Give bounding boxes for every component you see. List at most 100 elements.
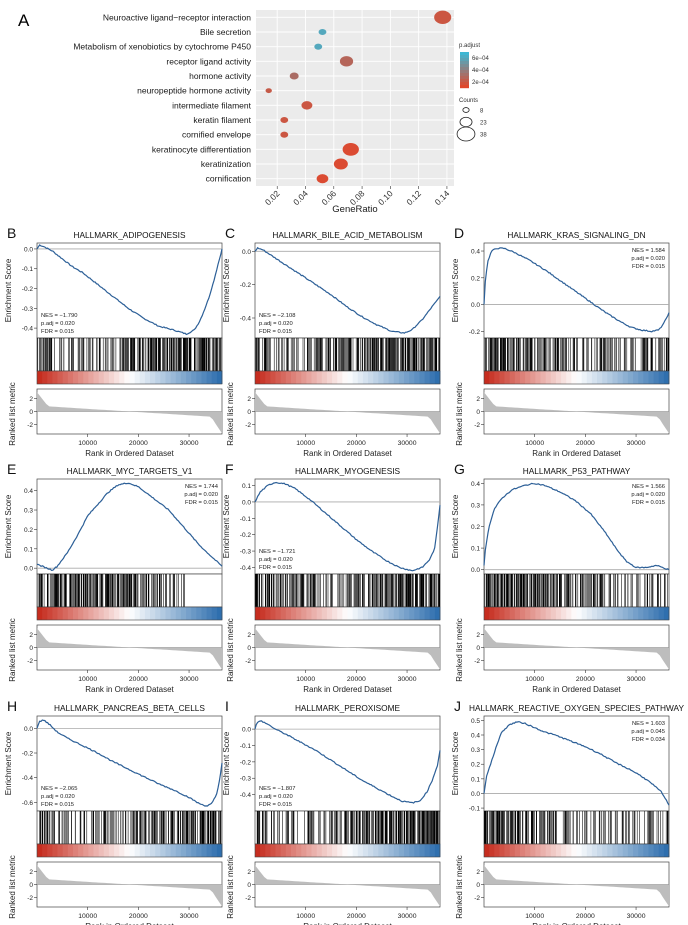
rank-color-bar [378, 371, 384, 384]
rank-color-bar [494, 844, 500, 857]
term-label: neuropeptide hormone activity [137, 86, 252, 96]
rank-color-bar [535, 607, 541, 620]
rank-color-bar [638, 607, 644, 620]
es-curve [254, 720, 441, 804]
rank-color-bar [332, 371, 338, 384]
gsea-panel-f: F HALLMARK_MYOGENESIS 0.1 0.0 -0.1 -0.2 -0.3 -0… [222, 461, 441, 694]
size-legend-circle [456, 126, 476, 142]
rank-bar-frame [254, 843, 441, 858]
metric-tick-label: -2 [245, 658, 251, 665]
rank-color-bar [404, 371, 410, 384]
rank-color-bar [561, 371, 567, 384]
rank-color-bar [347, 844, 354, 857]
rank-color-bar [414, 607, 420, 620]
x-axis-label: Rank in Ordered Dataset [532, 922, 621, 925]
x-tick-label: 10000 [78, 676, 97, 683]
es-tick-label: 0.3 [471, 502, 480, 509]
es-tick-label: -0.2 [240, 282, 252, 289]
rank-color-bar [170, 607, 177, 620]
rank-color-bar [414, 844, 420, 857]
rank-color-bar [150, 371, 156, 384]
rank-color-bar [337, 844, 343, 857]
term-label: Bile secretion [200, 27, 251, 37]
rank-color-bar [555, 371, 562, 384]
dot-point [333, 158, 348, 170]
rank-color-bar [83, 371, 89, 384]
metric-tick-label: 2 [247, 632, 251, 639]
rank-color-bar [434, 371, 441, 384]
rank-color-bar [306, 844, 312, 857]
rank-color-bar [42, 371, 48, 384]
stats-line: FDR = 0.015 [632, 500, 665, 506]
panel-title: HALLMARK_MYC_TARGETS_V1 [67, 466, 193, 476]
dot-point [342, 142, 359, 156]
metric-tick-label: 2 [247, 396, 251, 403]
es-axis-label: Enrichment Score [451, 258, 460, 322]
rank-color-bar [139, 844, 146, 857]
color-legend-swatch [460, 55, 469, 59]
rank-color-bar [571, 371, 577, 384]
size-legend-label: 23 [480, 121, 487, 127]
term-label: keratinocyte differentiation [152, 144, 251, 154]
rank-color-bar [388, 607, 395, 620]
rank-color-bar [373, 371, 379, 384]
es-tick-label: 0.0 [24, 246, 33, 253]
es-tick-label: 0.0 [242, 249, 251, 256]
x-tick-label: 30000 [627, 913, 646, 920]
rank-color-bar [398, 607, 405, 620]
rank-color-bar [196, 844, 202, 857]
metric-tick-label: -2 [474, 658, 480, 665]
metric-tick-label: 2 [29, 869, 33, 876]
es-tick-label: -0.3 [240, 549, 252, 556]
rank-color-bar [617, 607, 624, 620]
es-frame [254, 715, 441, 812]
rank-color-bar [52, 844, 58, 857]
rank-color-bar [316, 844, 323, 857]
metric-tick-label: 0 [29, 882, 33, 889]
tick-label-x: 0.12 [404, 188, 423, 207]
rank-color-bar [419, 844, 425, 857]
metric-tick-label: 0 [247, 409, 251, 416]
term-label: keratin filament [193, 115, 251, 125]
stats-line: NES = −2.108 [259, 313, 295, 319]
rank-color-bar [561, 844, 567, 857]
rank-color-bar [211, 844, 218, 857]
es-curve [36, 482, 223, 572]
rank-color-bar [591, 844, 598, 857]
rank-color-bar [144, 607, 151, 620]
rank-color-bar [57, 844, 64, 857]
rank-color-bar [633, 371, 639, 384]
es-tick-label: 0.1 [471, 776, 480, 783]
rank-color-bar [108, 844, 115, 857]
color-legend-swatch [460, 52, 469, 56]
rank-color-bar [216, 844, 223, 857]
rank-color-bar [191, 844, 197, 857]
es-frame [483, 478, 670, 575]
es-curve [36, 244, 223, 336]
rank-color-bar [98, 371, 105, 384]
rank-color-bar [638, 844, 644, 857]
rank-color-bar [337, 607, 343, 620]
rank-color-bar [134, 607, 141, 620]
stats-line: FDR = 0.015 [185, 500, 218, 506]
rank-color-bar [265, 844, 271, 857]
stats-line: p.adj = 0.020 [259, 557, 293, 563]
x-axis-label: Rank in Ordered Dataset [532, 449, 621, 458]
rank-color-bar [484, 607, 490, 620]
rank-color-bar [347, 607, 354, 620]
rank-color-bar [170, 844, 177, 857]
rank-color-bar [201, 607, 207, 620]
panel-letter: D [454, 225, 464, 241]
es-tick-label: 0.4 [471, 733, 480, 740]
stats-line: p.adj = 0.020 [41, 321, 75, 327]
rank-color-bar [586, 844, 593, 857]
rank-color-bar [368, 844, 374, 857]
color-legend-swatch [460, 76, 469, 80]
rank-color-bar [509, 607, 516, 620]
rank-color-bar [638, 371, 644, 384]
rank-color-bar [576, 607, 583, 620]
metric-area [484, 628, 669, 670]
rank-color-bar [93, 371, 100, 384]
rank-color-bar [540, 371, 547, 384]
rank-color-bar [509, 844, 516, 857]
